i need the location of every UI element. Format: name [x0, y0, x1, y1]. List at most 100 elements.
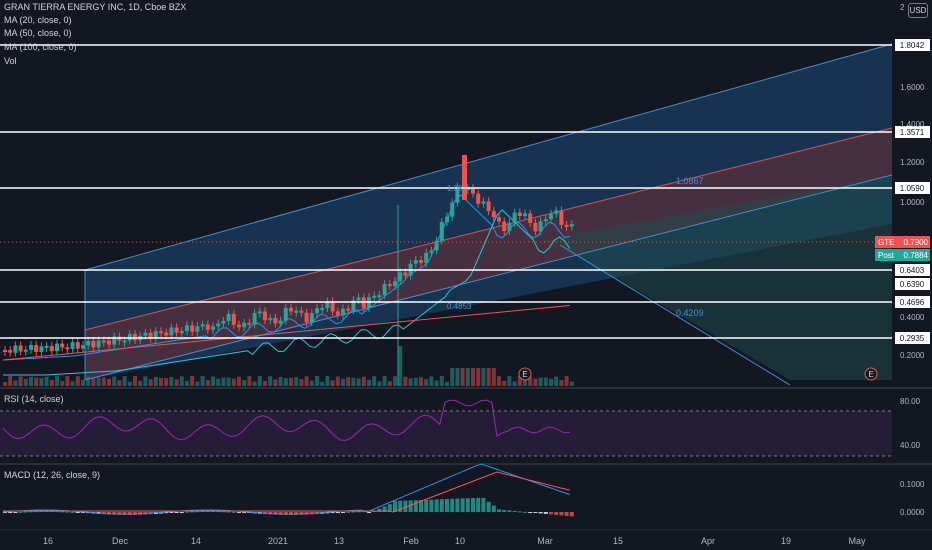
volume-bar: [419, 377, 423, 386]
macd-label[interactable]: MACD (12, 26, close, 9): [4, 470, 101, 480]
rsi-label[interactable]: RSI (14, close): [4, 394, 64, 404]
price-tags: GTE 0.7900 Post 0.7884 0.6390: [0, 236, 930, 290]
earnings-marker[interactable]: E: [864, 367, 878, 381]
macd-hist-bar: [486, 501, 491, 512]
volume-bar: [439, 376, 444, 386]
volume-bar: [424, 378, 429, 386]
volume-bar: [13, 380, 18, 386]
price-tag-label: GTE: [878, 238, 894, 247]
currency-badge[interactable]: USD: [908, 3, 928, 18]
volume-bar: [346, 377, 351, 386]
time-axis[interactable]: 16 Dec 14 2021 13 Feb 10 Mar 15 Apr 19 M…: [43, 536, 866, 546]
price-tick-top: 2: [900, 3, 905, 12]
horizontal-line-tag: [895, 126, 930, 138]
volume-bar: [554, 376, 559, 386]
macd-pane[interactable]: 0.1000 0.0000: [2, 463, 925, 517]
candle-body: [564, 224, 569, 227]
macd-hist-bar: [434, 499, 439, 512]
candle-body: [330, 301, 335, 312]
volume-bar: [231, 378, 236, 386]
indicator-ma20[interactable]: MA (20, close, 0): [4, 15, 72, 25]
macd-hist-bar: [55, 511, 59, 513]
volume-bar: [148, 379, 153, 386]
volume-bar: [538, 377, 543, 386]
macd-hist-bar: [424, 499, 429, 512]
earnings-marker-label: E: [868, 370, 873, 379]
volume-bar: [408, 378, 413, 386]
macd-hist-bar: [34, 511, 39, 513]
macd-hist-bar: [237, 512, 241, 513]
fib-label: 1.05: [447, 184, 463, 193]
horizontal-line-value: 1.0590: [900, 184, 925, 193]
volume-bar: [216, 378, 221, 386]
candle-body: [419, 260, 423, 263]
candle-body: [96, 340, 101, 348]
volume-bar: [387, 381, 392, 386]
macd-hist-bar: [211, 511, 215, 513]
volume-bar: [330, 380, 335, 386]
candle-body: [465, 188, 470, 191]
macd-hist-bar: [65, 511, 70, 513]
candle-body: [486, 201, 491, 212]
horizontal-line-value: 0.6403: [900, 266, 925, 275]
volume-bar: [445, 381, 449, 386]
volume-bar: [96, 377, 101, 386]
candle-body: [195, 326, 200, 332]
macd-hist-bar: [393, 501, 397, 512]
indicator-ma50[interactable]: MA (50, close, 0): [4, 28, 72, 38]
horizontal-line-value: 1.3571: [900, 128, 925, 137]
candle-body: [481, 201, 486, 204]
volume-bar: [304, 376, 309, 386]
volume-bar: [49, 379, 54, 386]
horizontal-line-tag: [895, 332, 930, 344]
price-tag: [895, 278, 930, 290]
volume-bar: [486, 368, 491, 386]
candle-body: [393, 281, 397, 287]
channel-mid-line[interactable]: [84, 127, 893, 331]
volume-bar: [112, 376, 117, 386]
candle-body: [55, 343, 59, 352]
earnings-marker[interactable]: E: [518, 367, 532, 381]
candle-body: [439, 222, 444, 241]
symbol-title[interactable]: GRAN TIERRA ENERGY INC, 1D, Cboe BZX: [4, 2, 187, 12]
macd-hist-bar: [543, 512, 548, 514]
indicator-volume[interactable]: Vol: [4, 56, 17, 66]
rsi-pane[interactable]: 80.00 40.00: [0, 397, 921, 457]
candle-body: [543, 219, 548, 222]
candle-body: [471, 188, 475, 194]
volume-bar: [543, 377, 548, 386]
macd-hist-bar: [533, 512, 538, 513]
volume-bar: [377, 381, 382, 386]
volume-bar: [34, 377, 39, 386]
rsi-tick: 40.00: [900, 441, 921, 450]
macd-hist-bar: [398, 500, 403, 512]
candle-body: [252, 313, 257, 325]
main-pane[interactable]: 1.8042 1.3571 1.0590 0.6403 0.4696 0.2935 1.0…: [0, 39, 930, 386]
horizontal-line-tag: [895, 182, 930, 194]
volume-bar: [460, 368, 465, 386]
candle-body: [528, 213, 533, 223]
volume-bar: [361, 376, 366, 386]
candle-body: [278, 320, 283, 324]
price-tick: 1.0000: [900, 198, 925, 207]
horizontal-line-tag: [895, 39, 930, 51]
fan-line[interactable]: [559, 244, 791, 386]
price-tag-value: 0.7900: [904, 238, 929, 247]
horizontal-line-value: 0.4696: [900, 298, 925, 307]
macd-hist-bar: [382, 506, 387, 512]
candle-body: [549, 213, 553, 220]
channel-upper-line[interactable]: [84, 43, 893, 271]
earnings-marker-label: E: [522, 370, 527, 379]
channel-lower-line[interactable]: [84, 174, 893, 381]
candle-body: [294, 310, 299, 313]
volume-bar: [18, 376, 23, 386]
time-label: 13: [334, 536, 344, 546]
time-label: 19: [781, 536, 791, 546]
candle-body: [91, 341, 96, 348]
price-axis[interactable]: 1.6000 1.4000 1.2000 1.0000 0.4000 0.200…: [900, 3, 925, 360]
macd-hist-bar: [549, 512, 553, 515]
indicator-ma100[interactable]: MA (100, close, 0): [4, 42, 77, 52]
candle-body: [450, 202, 455, 217]
macd-hist-bar: [200, 511, 205, 513]
